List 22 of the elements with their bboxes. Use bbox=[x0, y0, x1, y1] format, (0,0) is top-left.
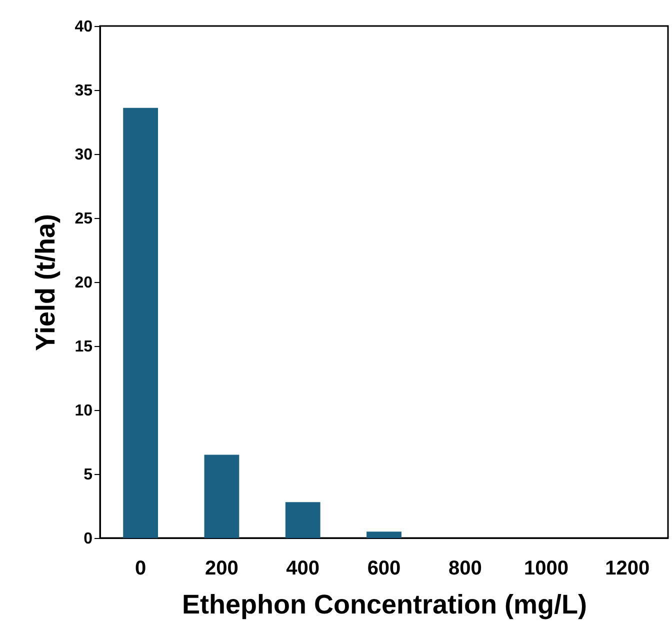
y-tick-label: 0 bbox=[84, 530, 93, 548]
y-tick-label: 30 bbox=[74, 146, 93, 164]
y-tick-label: 25 bbox=[74, 210, 93, 228]
x-tick-label: 400 bbox=[286, 558, 320, 580]
x-tick-label: 600 bbox=[367, 558, 401, 580]
y-tick-label: 5 bbox=[84, 466, 93, 484]
x-tick-label: 0 bbox=[135, 558, 146, 580]
y-tick-label: 20 bbox=[74, 274, 93, 292]
x-tick-label: 200 bbox=[205, 558, 238, 580]
x-tick-label: 1200 bbox=[605, 558, 650, 580]
bar bbox=[366, 532, 402, 538]
x-tick-label: 1000 bbox=[524, 558, 569, 580]
x-axis-title: Ethephon Concentration (mg/L) bbox=[182, 590, 587, 620]
y-tick-label: 10 bbox=[74, 402, 93, 420]
bar bbox=[204, 454, 240, 538]
x-tick-label: 800 bbox=[448, 558, 482, 580]
bar bbox=[285, 502, 320, 538]
y-tick-label: 35 bbox=[74, 82, 93, 100]
y-tick-label: 15 bbox=[74, 338, 93, 356]
y-axis-title: Yield (t/ha) bbox=[30, 214, 61, 352]
bar bbox=[123, 108, 158, 538]
y-tick-label: 40 bbox=[74, 18, 93, 36]
